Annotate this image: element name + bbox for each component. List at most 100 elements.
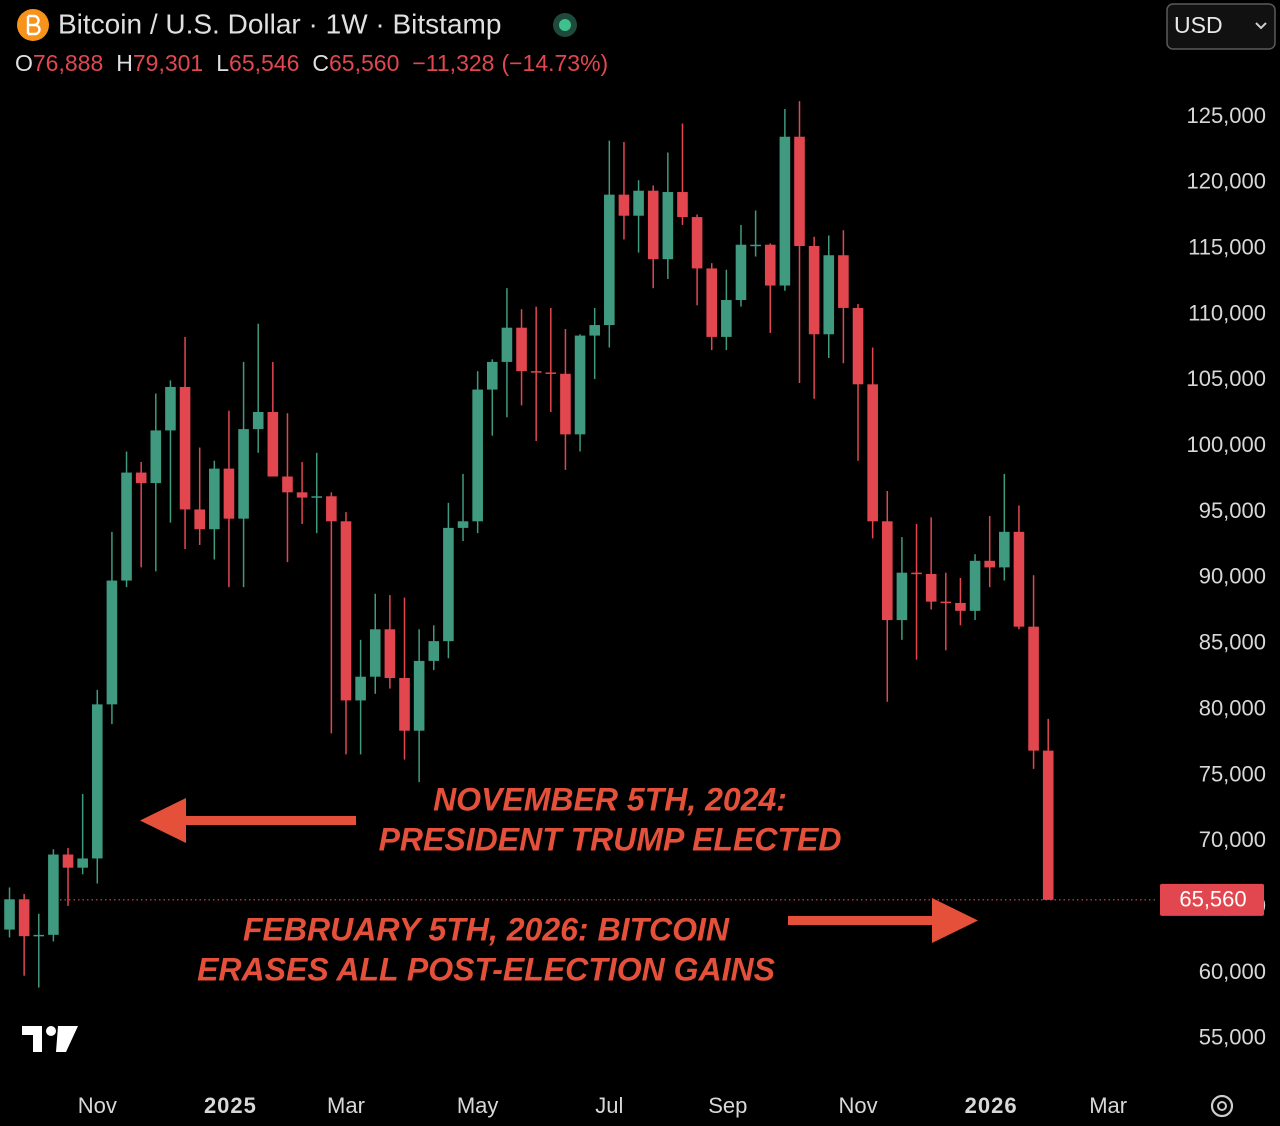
- y-tick-label: 120,000: [1186, 169, 1266, 194]
- candle: [267, 361, 279, 477]
- y-tick-label: 95,000: [1199, 498, 1266, 523]
- currency-label[interactable]: USD: [1174, 12, 1223, 38]
- ohlc-value: 79,301: [133, 50, 203, 76]
- candle: [574, 334, 586, 452]
- candle: [209, 460, 220, 560]
- candle-body: [823, 255, 835, 335]
- settings-button[interactable]: [1210, 1094, 1234, 1118]
- candle-body: [516, 327, 527, 372]
- arrow-shaft: [178, 816, 356, 825]
- y-tick-label: 60,000: [1199, 959, 1266, 984]
- candle-body: [955, 602, 966, 611]
- ohlc-value: 65,546: [229, 50, 299, 76]
- currency-button[interactable]: USD: [1166, 3, 1276, 50]
- candle-body: [633, 190, 644, 216]
- candle-body: [691, 217, 703, 269]
- y-tick-label: 70,000: [1199, 827, 1266, 852]
- y-tick-label: 105,000: [1186, 366, 1266, 391]
- candle: [472, 371, 483, 534]
- candle: [1028, 575, 1039, 769]
- candle-body: [33, 934, 45, 937]
- candle: [881, 491, 893, 702]
- chevron[interactable]: [1255, 22, 1267, 30]
- candle: [530, 306, 542, 441]
- candle-body: [501, 327, 513, 362]
- candle-body: [18, 899, 30, 937]
- y-tick-label: 55,000: [1199, 1025, 1266, 1050]
- settings-icon[interactable]: [1217, 1101, 1227, 1111]
- candle: [911, 523, 922, 660]
- candle-body: [838, 255, 849, 308]
- candle-body: [560, 373, 571, 435]
- candle: [633, 180, 644, 253]
- candle-body: [121, 472, 132, 581]
- y-tick-label: 110,000: [1188, 300, 1266, 325]
- candle-body: [589, 325, 600, 336]
- ohlc-key: H: [116, 50, 133, 76]
- candle: [589, 307, 600, 380]
- candle-body: [91, 704, 103, 859]
- candle-body: [179, 386, 191, 510]
- candle: [677, 123, 688, 225]
- candle-body: [604, 194, 615, 326]
- candle: [501, 288, 513, 418]
- candle-body: [706, 268, 718, 337]
- candle: [179, 336, 191, 549]
- candle: [940, 572, 952, 651]
- candle: [750, 210, 761, 257]
- candle: [4, 887, 15, 938]
- candle-body: [530, 371, 542, 373]
- logo-part: [46, 1026, 56, 1036]
- header: Bitcoin / U.S. Dollar · 1W · Bitstamp O 7…: [15, 8, 608, 76]
- candle: [955, 577, 966, 626]
- candle: [91, 689, 103, 884]
- coin-icon-glyph: [26, 14, 41, 36]
- y-tick-label: 125,000: [1186, 103, 1266, 128]
- settings-icon[interactable]: [1210, 1094, 1234, 1118]
- candle: [984, 516, 995, 588]
- candle-body: [779, 136, 791, 286]
- arrow-head: [140, 798, 186, 843]
- x-tick-label: May: [457, 1093, 499, 1118]
- candle-body: [545, 372, 557, 374]
- candle-body: [984, 560, 995, 568]
- candle-body: [677, 192, 688, 218]
- candle: [150, 393, 162, 572]
- change-value: −11,328: [412, 50, 494, 76]
- ohlc-key: L: [216, 50, 229, 76]
- candle: [311, 452, 323, 534]
- ohlc-line: O76,888 H79,301 L65,546 C65,560 −11,328 (−14.…: [15, 50, 608, 76]
- candle: [545, 307, 557, 412]
- annotation-text: FEBRUARY 5TH, 2026: BITCOIN: [243, 911, 730, 947]
- annotation-text: PRESIDENT TRUMP ELECTED: [379, 821, 842, 857]
- arrow-shaft: [788, 916, 940, 925]
- candle-body: [326, 496, 337, 522]
- candle: [62, 847, 74, 906]
- candle: [369, 593, 381, 694]
- candle: [194, 447, 205, 546]
- candle-body: [282, 476, 293, 493]
- ohlc-key: O: [15, 50, 33, 76]
- currency-button-frame[interactable]: [1166, 3, 1276, 50]
- candle: [823, 235, 835, 358]
- x-tick-label: 2025: [204, 1093, 257, 1118]
- candle-body: [267, 411, 279, 477]
- arrow: [140, 798, 356, 843]
- candle-body: [48, 854, 59, 935]
- candle: [779, 109, 791, 291]
- chart-title: Bitcoin / U.S. Dollar · 1W · Bitstamp: [58, 8, 501, 39]
- candle: [1013, 505, 1025, 630]
- candle: [721, 269, 732, 351]
- logo-part: [56, 1026, 78, 1052]
- x-tick-label: Mar: [1089, 1093, 1127, 1118]
- candle-body: [925, 573, 937, 602]
- candle: [999, 473, 1010, 581]
- candle: [706, 263, 718, 351]
- candle-body: [223, 468, 235, 519]
- candle: [794, 101, 805, 384]
- candle-body: [165, 386, 176, 431]
- x-tick-label: Sep: [708, 1093, 747, 1118]
- candle: [604, 140, 615, 348]
- candle: [282, 413, 293, 563]
- candle: [457, 473, 469, 542]
